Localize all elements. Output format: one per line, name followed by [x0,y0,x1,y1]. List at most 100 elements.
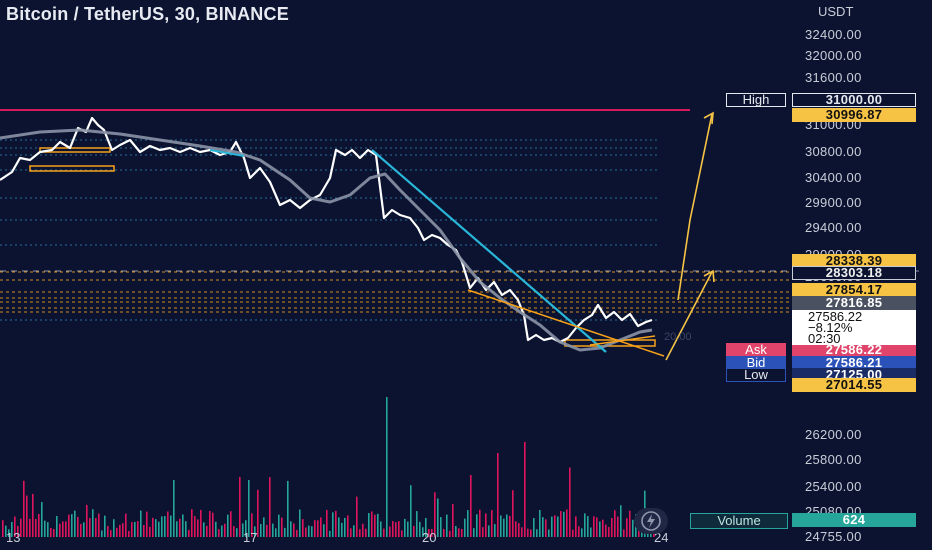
volume-bar [428,528,430,537]
volume-bar [131,522,133,537]
volume-bar [77,516,79,537]
volume-bar [398,521,400,537]
orange-trend-line [589,335,656,346]
volume-value-tag: 624 [792,513,916,527]
volume-bar [113,519,115,537]
price-axis-tick: 29400.00 [805,220,862,235]
volume-bar [464,518,466,537]
volume-bar [293,523,295,537]
volume-bar [287,480,289,537]
volume-bar [350,528,352,537]
volume-bar [173,479,175,537]
volume-bar [404,518,406,537]
volume-bar [20,518,22,537]
volume-bar [242,523,244,537]
volume-bar [395,522,397,537]
price-tag-value: 30996.87 [792,108,916,122]
volume-bar [455,526,457,537]
volume-bar [296,529,298,537]
volume-bar [170,515,172,537]
volume-bar [314,520,316,537]
volume-bar [569,467,571,537]
volume-bar [557,516,559,537]
price-axis-tick: 26200.00 [805,427,862,442]
time-axis-tick: 20 [422,530,437,545]
volume-bar [476,514,478,537]
volume-bar [110,530,112,537]
volume-bar [272,523,274,537]
volume-bar [593,516,595,537]
volume-bar [248,480,250,537]
volume-bar [518,523,520,537]
volume-bar [8,529,10,537]
volume-bar [422,527,424,537]
volume-bar [401,530,403,537]
volume-bar [218,529,220,537]
volume-bar [596,517,598,537]
volume-bar [101,530,103,537]
volume-bar [530,529,532,537]
volume-bar [164,516,166,537]
volume-bar [107,525,109,537]
price-tag-label: Ask [726,343,786,357]
volume-bar [188,529,190,537]
price-line [0,116,653,344]
volume-bar [257,489,259,537]
volume-bar [500,515,502,537]
volume-bar [155,519,157,537]
volume-bar [14,516,16,537]
price-tag-label: Low [726,368,786,382]
volume-bar [215,521,217,537]
volume-bar [116,527,118,537]
volume-bar [95,518,97,537]
price-axis-tick: 24755.00 [805,529,862,544]
volume-bar [65,521,67,537]
volume-bar [512,490,514,537]
volume-bar [50,528,52,537]
volume-bar [299,509,301,537]
volume-bar [53,529,55,537]
price-axis-tick: 30800.00 [805,144,862,159]
volume-bar [11,521,13,537]
lightning-icon[interactable] [634,508,668,534]
volume-bar [491,510,493,537]
volume-bar [425,518,427,537]
volume-bar [590,527,592,537]
volume-bar [134,521,136,537]
volume-bar [137,521,139,537]
support-zone [39,147,111,153]
volume-bar [35,518,37,537]
volume-bar [86,504,88,537]
bar-countdown: 02:30 [808,331,841,346]
volume-bar [239,477,241,537]
volume-bar [377,513,379,537]
volume-bar [329,530,331,537]
volume-bar [614,510,616,537]
volume-bar [347,515,349,537]
volume-bar [407,521,409,537]
volume-bar [320,517,322,537]
volume-bar [386,397,388,537]
volume-bar [197,519,199,537]
price-tag-value: 27014.55 [792,378,916,392]
volume-bar [47,522,49,537]
volume-bar [374,514,376,537]
price-axis-tick: 32400.00 [805,27,862,42]
volume-bar [236,528,238,537]
price-tag-value: 28303.18 [792,266,916,280]
volume-bar [338,517,340,537]
volume-bar [119,524,121,537]
volume-bar [278,514,280,537]
volume-bar [584,513,586,537]
volume-bar [335,510,337,537]
volume-bar [440,517,442,537]
volume-bar [506,514,508,537]
volume-bar [494,524,496,537]
volume-bar [566,509,568,537]
volume-bar [503,518,505,537]
volume-bar [521,527,523,537]
volume-bar [542,517,544,537]
volume-bar [467,510,469,537]
volume-bar [311,526,313,537]
volume-bar [638,528,640,537]
